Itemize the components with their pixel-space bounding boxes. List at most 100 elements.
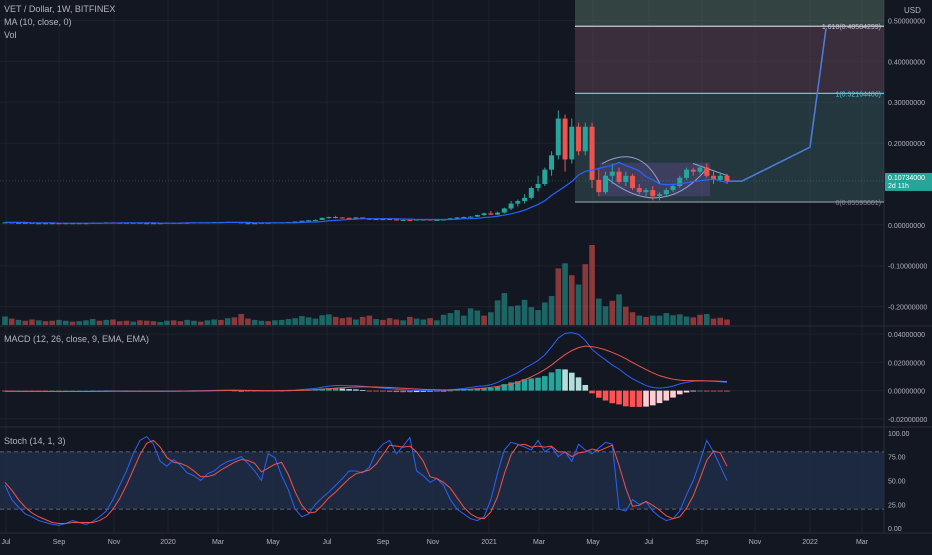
time-axis-label: Mar [533,539,546,546]
volume-bar [29,319,35,325]
price-axis-label: 0.20000000 [888,141,925,148]
volume-bar [400,320,406,325]
volume-bar [703,313,710,325]
volume-bar [150,321,157,325]
volume-bar [143,320,150,325]
volume-bar [535,310,541,325]
macd-histogram-bar [717,390,724,392]
macd-histogram-bar [454,389,460,391]
volume-bar [488,312,494,325]
volume-bar [602,306,609,325]
candle-body [468,216,474,218]
price-axis-label: 0.30000000 [888,100,925,107]
time-axis-label: Mar [212,539,225,546]
macd-histogram-bar [703,390,710,392]
volume-bar [238,313,244,325]
candle-body [717,175,723,180]
price-axis-label: 0.40000000 [888,59,925,66]
macd-histogram-bar [663,390,670,401]
ma-line [5,161,728,224]
stoch-axis-label: 25.00 [888,502,906,509]
candle-body [508,203,514,209]
volume-bar [447,313,454,325]
candle-body [49,223,55,225]
macd-histogram-bar [629,390,636,407]
candle-body [346,217,352,219]
volume-bar [157,322,163,325]
volume-bar [184,319,190,325]
macd-histogram-bar [643,390,649,407]
time-axis-label: May [266,539,280,546]
fib-zone-upper [575,26,884,94]
volume-bar [312,318,319,325]
current-price-tag [885,172,932,191]
candle-body [36,223,42,225]
volume-bar [218,319,224,325]
candle-body [522,197,528,202]
volume-bar [555,268,562,325]
candle-body [306,220,312,222]
macd-histogram-bar [407,390,413,393]
trend-lines [601,156,729,185]
volume-bar [501,293,508,325]
candle-body [582,126,588,152]
candle-body [636,188,642,193]
volume-bar [245,318,251,325]
volume-bar [690,317,697,325]
candle-body [407,219,413,221]
macd-histogram-bar [373,390,379,392]
current-price-value: 0.10734000 [888,175,925,182]
volume-bar [656,315,663,325]
volume-bar [413,318,420,325]
candle-body [393,219,399,221]
volume-bar [643,316,649,325]
volume-bar [670,315,676,325]
candle-body [42,223,48,225]
volume-bar [110,319,116,325]
macd-histogram-bar [326,388,332,391]
volume-bar [373,319,379,325]
macd-histogram-bar [494,386,501,391]
stoch-axis-label: 0.00 [888,526,902,533]
volume-bar [434,320,440,325]
macd-histogram-bar [359,390,366,391]
macd-histogram-bar [690,390,697,392]
cup-curve [603,169,707,199]
candle-body [454,217,460,219]
volume-bar [62,320,69,325]
volume-bar [35,320,42,325]
candle-body [299,220,305,222]
volume-bar [191,320,197,325]
macd-histogram-bar [548,372,555,391]
candle-body [319,217,325,220]
volume-bar [420,319,427,325]
candle-body [690,169,696,172]
candle-body [326,217,332,219]
volume-bar [332,316,339,325]
macd-axis-label: 0.00000000 [888,389,925,396]
volume-bar [569,275,575,325]
volume-bar [407,316,413,325]
macd-signal-line [5,345,728,392]
volume-bar [22,320,29,325]
macd-histogram-bar [589,390,595,394]
price-axis-unit: USD [902,5,923,17]
candle-body [360,217,366,219]
macd-histogram-bar [535,377,541,391]
macd-histogram-bar [508,382,514,391]
macd-histogram-bar [555,369,562,391]
volume-bar [366,315,373,325]
candle-body [643,190,649,193]
macd-axis-label: -0.02000000 [888,417,927,424]
candle-body [387,219,393,221]
volume-bar [380,319,386,325]
candle-body [704,167,710,176]
volume-bar [521,299,528,325]
candle-body [501,208,507,213]
macd-histogram-bar [616,390,622,405]
volume-bar [170,320,177,325]
macd-histogram-bar [697,390,703,392]
volume-bar [663,313,670,325]
